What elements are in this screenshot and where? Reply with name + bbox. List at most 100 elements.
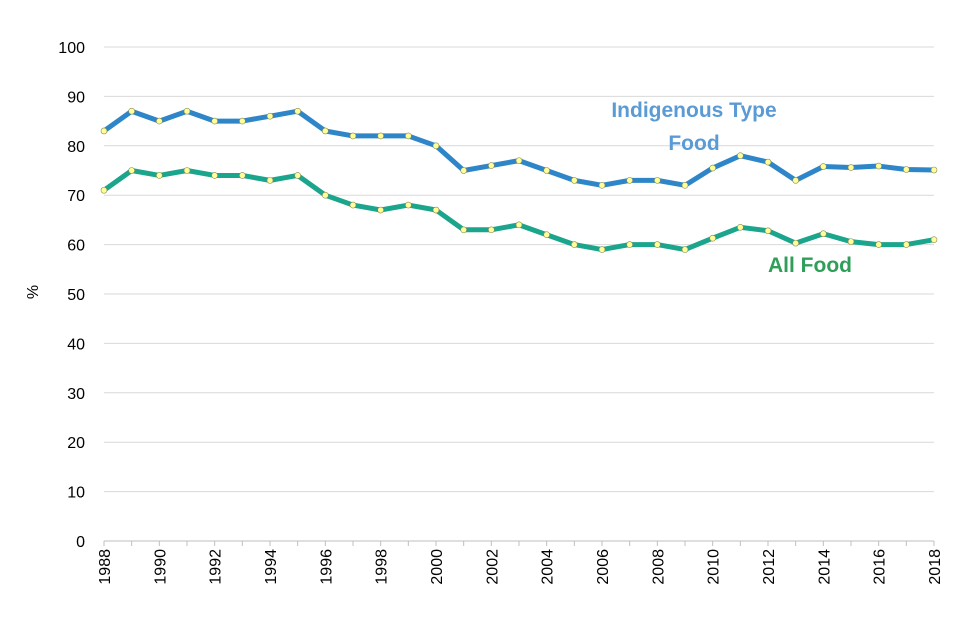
x-tick-label: 1996 — [318, 549, 335, 585]
data-point — [211, 172, 218, 179]
y-axis-title: % — [25, 285, 42, 299]
x-tick-label: 2010 — [706, 549, 723, 585]
data-point — [543, 167, 550, 174]
y-tick-label: 20 — [67, 435, 85, 452]
y-tick-label: 40 — [67, 336, 85, 353]
x-tick-label: 1990 — [152, 549, 169, 585]
data-point — [515, 157, 523, 164]
x-tick-label: 1988 — [97, 549, 114, 585]
data-point — [239, 117, 246, 125]
data-point — [156, 117, 163, 125]
y-tick-label: 0 — [76, 534, 85, 551]
data-point — [294, 172, 301, 179]
data-point — [488, 226, 495, 234]
data-point — [709, 164, 716, 172]
data-point — [432, 206, 440, 214]
data-point — [681, 182, 689, 189]
y-tick-label: 100 — [58, 40, 85, 57]
data-point — [598, 246, 606, 253]
data-point — [792, 177, 799, 184]
x-tick-label: 2016 — [872, 549, 889, 585]
data-point — [903, 166, 910, 173]
data-point — [654, 177, 661, 184]
data-point — [737, 152, 744, 159]
data-point — [875, 162, 882, 170]
data-point — [377, 206, 384, 214]
x-tick-label: 2006 — [595, 549, 612, 585]
y-tick-label: 50 — [67, 287, 85, 304]
data-point — [737, 224, 744, 231]
data-point — [626, 177, 633, 184]
series-label-1: All Food — [768, 254, 852, 277]
data-point — [266, 177, 274, 184]
data-point — [709, 234, 716, 242]
data-point — [128, 107, 135, 115]
data-point — [626, 241, 633, 248]
series-lines — [100, 107, 938, 253]
y-tick-label: 30 — [67, 386, 85, 403]
data-point — [239, 172, 246, 179]
x-axis-tick-labels: 1988 1990 1992 1994 1996 1998 2000 2002 2004 2006… — [97, 549, 944, 585]
data-point — [460, 167, 467, 174]
x-tick-label: 2008 — [650, 549, 667, 585]
x-tick-label: 2012 — [761, 549, 778, 585]
series-label-0: Indigenous Type Food — [611, 99, 776, 155]
series-labels: Indigenous Type Food All Food — [611, 99, 852, 277]
data-point — [322, 191, 329, 199]
data-point — [183, 167, 191, 174]
y-tick-label: 10 — [67, 485, 85, 502]
data-point — [930, 166, 938, 174]
x-tick-label: 2018 — [927, 549, 944, 585]
data-point — [460, 226, 467, 234]
data-point — [515, 221, 523, 229]
data-point — [681, 246, 689, 253]
data-point — [598, 182, 606, 189]
data-point — [349, 201, 357, 209]
data-point — [571, 241, 578, 248]
x-axis — [103, 540, 935, 546]
data-point — [100, 186, 108, 194]
data-point — [128, 167, 135, 174]
data-point — [820, 230, 827, 238]
y-tick-label: 60 — [67, 238, 85, 255]
x-tick-label: 1992 — [208, 549, 225, 585]
data-point — [294, 107, 301, 115]
data-point — [654, 241, 661, 248]
data-point — [405, 132, 412, 140]
x-tick-label: 1998 — [374, 549, 391, 585]
y-tick-label: 90 — [67, 89, 85, 106]
y-axis-tick-labels: 0 10 20 30 40 50 60 70 80 90 100 — [58, 40, 85, 551]
data-point — [764, 227, 772, 235]
x-tick-label: 2002 — [484, 549, 501, 585]
data-point — [764, 158, 772, 166]
data-point — [322, 127, 329, 135]
gridlines — [104, 46, 934, 493]
x-tick-label: 2014 — [816, 549, 833, 585]
data-point — [820, 163, 827, 170]
data-point — [211, 117, 218, 125]
data-point — [571, 177, 578, 184]
data-point — [377, 132, 384, 140]
data-point — [156, 172, 163, 179]
data-point — [432, 142, 440, 150]
data-point — [100, 127, 108, 135]
data-point — [405, 201, 412, 209]
data-point — [875, 241, 882, 248]
data-point — [903, 241, 910, 248]
data-point — [847, 164, 855, 171]
data-point — [847, 238, 855, 245]
data-point — [488, 162, 495, 169]
y-tick-label: 70 — [67, 188, 85, 205]
data-point — [543, 231, 550, 239]
series-line-1 — [101, 168, 937, 253]
x-tick-label: 1994 — [263, 549, 280, 585]
data-point — [792, 239, 799, 247]
data-point — [183, 107, 191, 115]
data-point — [930, 236, 938, 243]
data-point — [349, 132, 357, 140]
y-tick-label: 80 — [67, 139, 85, 156]
data-point — [266, 112, 274, 120]
x-tick-label: 2004 — [540, 549, 557, 585]
x-tick-label: 2000 — [429, 549, 446, 585]
